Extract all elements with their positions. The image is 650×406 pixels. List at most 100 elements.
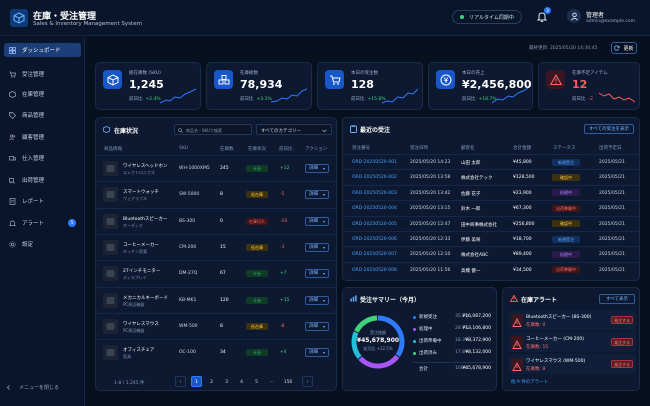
order-id-link[interactable]: ORD-20250520-007 [352, 252, 397, 258]
clipboard-icon [350, 125, 357, 133]
product-name: 27インチモニター [123, 269, 161, 275]
page-button[interactable]: 2 [210, 380, 213, 385]
donut-center-label: 受注総額 [370, 330, 386, 335]
alert-product-name: コーヒーメーカー (CM-200) [526, 337, 584, 342]
detail-dropdown-button[interactable]: 詳細 ▾ [305, 190, 329, 200]
table-row[interactable]: ORD-20250520-001 2025/05/20 14:23 山田 太郎 ¥45… [343, 154, 639, 169]
sidebar-item-inventory[interactable]: 在庫管理 [4, 87, 81, 101]
reorder-button[interactable]: 発注する [611, 316, 633, 324]
order-status-badge: 新規受注 [552, 158, 580, 166]
order-id-link[interactable]: ORD-20250520-002 [352, 175, 397, 181]
order-id-link[interactable]: ORD-20250520-001 [352, 160, 397, 165]
order-id-link[interactable]: ORD-20250520-008 [352, 267, 397, 273]
product-sku: WM-500 [179, 323, 198, 329]
view-all-alerts-button[interactable]: すべて表示 [599, 294, 635, 304]
ship-date: 2025/05/21 [599, 160, 625, 165]
kpi-icon-box [214, 70, 233, 89]
table-row[interactable]: ORD-20250520-007 2025/05/20 12:10 株式会社ABC ¥… [343, 246, 639, 261]
page-button[interactable]: 3 [225, 380, 228, 385]
sidebar-item-label: アラート [22, 221, 45, 227]
detail-label: 詳細 [309, 323, 318, 329]
detail-label: 詳細 [309, 297, 318, 303]
order-amount: ¥34,500 [513, 267, 532, 273]
alert-icon-box [511, 336, 523, 349]
table-row[interactable]: スマートウォッチ ウェアラブル SW-5000 8 低在庫 -5 詳細 ▾ [96, 181, 336, 207]
refresh-button[interactable]: 更新 [611, 42, 637, 54]
order-id-link[interactable]: ORD-20250520-004 [352, 206, 397, 212]
table-row[interactable]: ORD-20250520-006 2025/05/20 12:33 伊藤 美咲 ¥18… [343, 231, 639, 246]
table-row[interactable]: メカニカルキーボード PC周辺機器 KB-MK1 120 十分 +15 詳細 ▾ [96, 286, 336, 313]
sidebar-item-purchasing[interactable]: 仕入管理 [4, 151, 81, 165]
order-id-link[interactable]: ORD-20250520-005 [352, 221, 397, 227]
page-button[interactable]: 156 [283, 380, 293, 385]
kpi-delta: 前日比 +15.8% [351, 96, 386, 102]
sidebar-item-reports[interactable]: レポート [4, 194, 81, 208]
user-icon [570, 12, 578, 20]
table-row[interactable]: ORD-20250520-002 2025/05/20 13:58 株式会社テック ¥… [343, 169, 639, 184]
app-title: 在庫・受注管理 [33, 12, 97, 22]
product-sku: BS-300 [179, 218, 196, 224]
app-header: 在庫・受注管理 Sales & Inventory Management Sys… [0, 0, 650, 36]
alert-count-badge: 5 [68, 219, 76, 227]
detail-dropdown-button[interactable]: 詳細 ▾ [305, 348, 329, 358]
collapse-menu-button[interactable]: メニューを閉じる [6, 384, 59, 391]
next-page-button[interactable]: › [302, 376, 313, 387]
user-name[interactable]: 管理者 [586, 12, 605, 19]
sidebar-item-dashboard[interactable]: ダッシュボード [4, 43, 81, 57]
table-row[interactable]: ORD-20250520-004 2025/05/20 13:15 鈴木 一郎 ¥67… [343, 200, 639, 215]
table-row[interactable]: ワイヤレスヘッドホン エレクトロニクス WH-1000XM5 245 十分 +12 詳細 ▾ [96, 155, 336, 181]
stock-status-badge: 十分 [246, 349, 268, 357]
page-button[interactable]: 1 [191, 376, 202, 387]
kpi-value: 12 [572, 78, 588, 91]
product-image-icon [106, 217, 115, 225]
detail-dropdown-button[interactable]: 詳細 ▾ [305, 269, 329, 279]
detail-dropdown-button[interactable]: 詳細 ▾ [305, 321, 329, 331]
table-row[interactable]: ORD-20250520-008 2025/05/20 11:56 高橋 健一 ¥34… [343, 261, 639, 277]
summary-donut-chart [351, 315, 405, 369]
sidebar-item-products[interactable]: 商品管理 [4, 108, 81, 122]
refresh-icon [614, 45, 620, 51]
page-button[interactable]: 5 [255, 380, 258, 385]
product-sku: OC-100 [179, 350, 196, 356]
sidebar-item-settings[interactable]: 設定 [4, 237, 81, 251]
detail-dropdown-button[interactable]: 詳細 ▾ [305, 242, 329, 252]
order-id-link[interactable]: ORD-20250520-006 [352, 237, 397, 242]
table-row[interactable]: 27インチモニター ディスプレイ DM-27Q 67 十分 +7 詳細 ▾ [96, 260, 336, 286]
reorder-button[interactable]: 発注する [611, 338, 633, 346]
kpi-icon-box [103, 70, 122, 89]
category-select[interactable]: すべてのカテゴリー [256, 124, 332, 135]
table-row[interactable]: ワイヤレスマウス PC周辺機器 WM-500 8 低在庫 -8 詳細 ▾ [96, 312, 336, 339]
sidebar-item-orders[interactable]: 受注管理 [4, 67, 81, 81]
sidebar-item-customers[interactable]: 顧客管理 [4, 130, 81, 144]
detail-dropdown-button[interactable]: 詳細 ▾ [305, 216, 329, 226]
detail-dropdown-button[interactable]: 詳細 ▾ [305, 164, 329, 173]
product-image-icon [106, 349, 115, 357]
table-row[interactable]: Bluetoothスピーカー オーディオ BS-300 0 在庫切れ -20 詳細 ▾ [96, 207, 336, 234]
chevron-down-icon: ▾ [322, 323, 325, 329]
order-date: 2025/05/20 13:42 [410, 190, 451, 196]
table-row[interactable]: コーヒーメーカー キッチン家電 CM-200 15 低在庫 -3 詳細 ▾ [96, 233, 336, 260]
notification-badge: 3 [544, 7, 551, 14]
bell-icon[interactable] [536, 11, 548, 23]
page-button[interactable]: 4 [240, 380, 243, 385]
reorder-button[interactable]: 発注する [611, 360, 633, 368]
more-alerts-link[interactable]: 他 9 件のアラート [511, 380, 549, 385]
prev-page-button[interactable]: ‹ [175, 376, 186, 387]
product-thumbnail [103, 318, 118, 334]
table-row[interactable]: ORD-20250520-005 2025/05/20 12:47 田中商事株式会社… [343, 215, 639, 231]
users-icon [9, 133, 16, 140]
view-all-orders-button[interactable]: すべての受注を表示 [584, 124, 634, 134]
table-row[interactable]: ORD-20250520-003 2025/05/20 13:42 佐藤 花子 ¥23… [343, 184, 639, 200]
legend-total-amount: ¥45,678,900 [462, 366, 491, 371]
product-sku: KB-MK1 [179, 297, 197, 303]
sidebar-item-alerts[interactable]: アラート 5 [4, 216, 81, 230]
avatar[interactable] [567, 9, 581, 23]
table-row[interactable]: オフィスチェア 家具 OC-100 34 十分 +4 詳細 ▾ [96, 339, 336, 365]
inventory-search[interactable]: 商品名・SKUで検索 [174, 124, 252, 135]
kpi-delta: 前日比 +3.1% [240, 96, 272, 102]
sidebar-item-shipping[interactable]: 出荷管理 [4, 173, 81, 187]
kpi-delta-label: 前日比 [240, 97, 254, 102]
detail-dropdown-button[interactable]: 詳細 ▾ [305, 295, 329, 305]
stock-delta: -20 [280, 218, 288, 224]
order-id-link[interactable]: ORD-20250520-003 [352, 190, 397, 196]
